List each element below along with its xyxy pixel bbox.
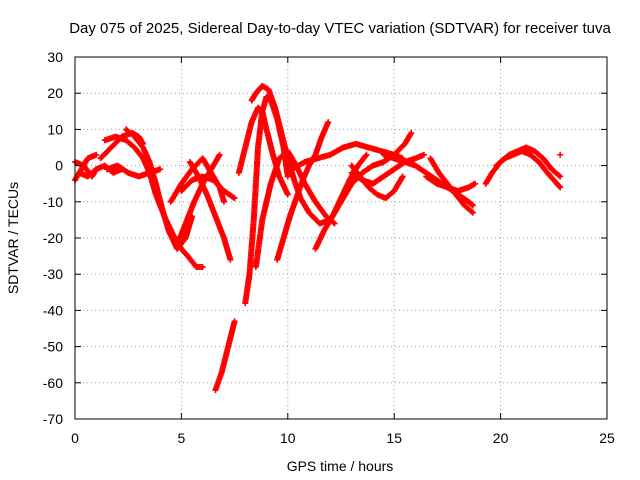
x-axis-label: GPS time / hours: [287, 458, 394, 474]
series-track-16: [252, 148, 338, 270]
y-tick-label: 10: [47, 121, 63, 137]
x-tick-label: 0: [71, 430, 79, 446]
series-track-25: [423, 173, 479, 194]
series-track-27: [493, 148, 564, 191]
y-tick-labels: -70 -60 -50 -40 -30 -20 -10 0 10 20 30: [43, 49, 63, 427]
series-track-24: [427, 155, 476, 216]
data-point: [231, 195, 238, 202]
series-track-12: [212, 318, 238, 394]
y-tick-label: -50: [43, 339, 63, 355]
y-tick-label: -60: [43, 375, 63, 391]
data-point: [325, 119, 332, 126]
data-point: [220, 198, 227, 205]
data-point: [216, 151, 223, 158]
series-track-17: [274, 119, 332, 263]
chart-title: Day 075 of 2025, Sidereal Day-to-day VTE…: [69, 20, 611, 37]
series-track-09: [167, 155, 227, 205]
y-tick-label: 0: [55, 158, 63, 174]
x-tick-label: 10: [280, 430, 296, 446]
grid: [75, 57, 607, 419]
series-track-28: [557, 151, 564, 158]
y-tick-label: -20: [43, 230, 63, 246]
y-tick-label: -70: [43, 411, 63, 427]
series-track-11: [174, 151, 223, 249]
data-point: [468, 201, 475, 208]
x-tick-label: 15: [386, 430, 402, 446]
y-tick-label: -40: [43, 302, 63, 318]
data-point: [469, 209, 476, 216]
x-tick-labels: 0 5 10 15 20 25: [71, 430, 615, 446]
y-tick-label: 30: [47, 49, 63, 65]
data-point: [420, 151, 427, 158]
data-point: [284, 173, 291, 180]
series-track-07: [103, 162, 164, 180]
data-point: [472, 180, 479, 187]
data-point: [331, 220, 338, 227]
data-point: [557, 184, 564, 191]
data-point: [230, 194, 237, 201]
y-tick-label: 20: [47, 85, 63, 101]
data-point: [399, 173, 406, 180]
y-tick-label: -30: [43, 266, 63, 282]
x-tick-label: 20: [493, 430, 509, 446]
data-point: [408, 130, 415, 137]
data-point: [557, 173, 564, 180]
data-point: [93, 151, 100, 158]
data-point: [557, 151, 564, 158]
y-axis-label: SDTVAR / TECUs: [5, 182, 21, 294]
data-point: [363, 151, 370, 158]
data-points: [72, 82, 564, 394]
data-point: [556, 183, 563, 190]
data-point: [199, 263, 206, 270]
data-point: [157, 166, 164, 173]
x-tick-label: 5: [178, 430, 186, 446]
data-point: [469, 202, 476, 209]
x-tick-label: 25: [599, 430, 615, 446]
data-point: [227, 256, 234, 263]
tick-marks: [74, 56, 608, 420]
y-tick-label: -10: [43, 194, 63, 210]
data-point: [231, 318, 238, 325]
series-track-15: [235, 104, 291, 198]
data-point: [284, 191, 291, 198]
